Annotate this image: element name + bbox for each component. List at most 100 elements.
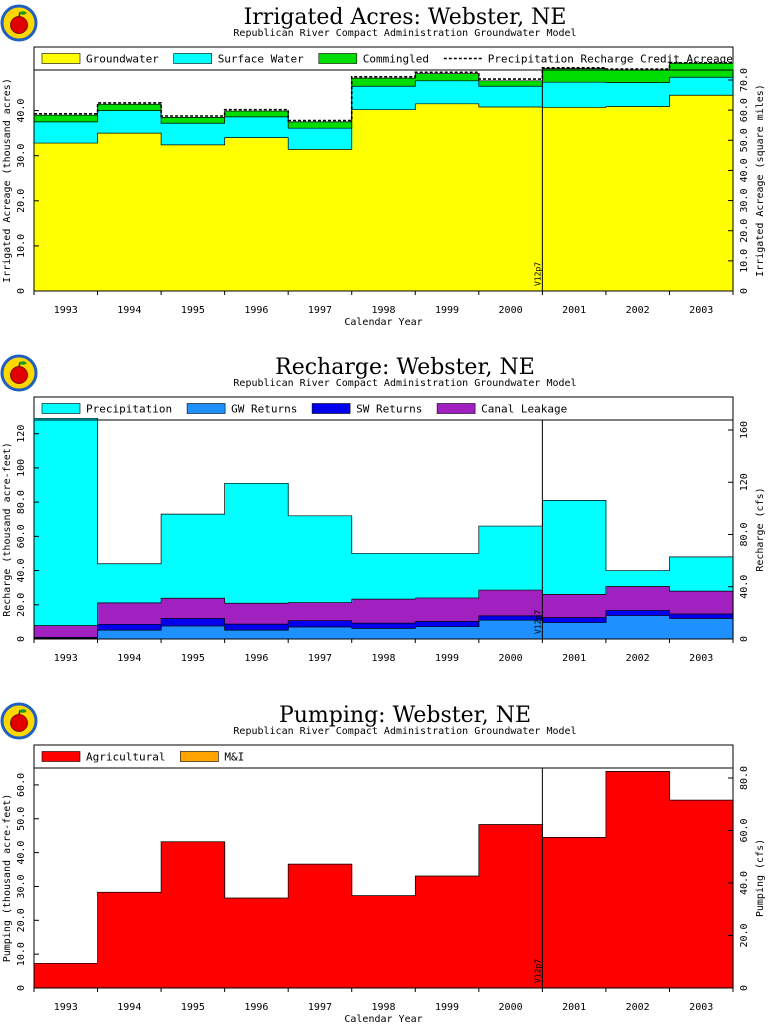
x-tick-label: 1995 bbox=[181, 1002, 205, 1013]
y2-tick-label: 30.0 bbox=[739, 189, 750, 213]
bar-segment bbox=[605, 570, 671, 587]
logo-apple bbox=[10, 366, 28, 384]
chart-title: Pumping: Webster, NE bbox=[279, 703, 531, 728]
x-tick-label: 2000 bbox=[499, 305, 523, 316]
bar-segment bbox=[669, 618, 734, 639]
bar-segment bbox=[542, 68, 607, 83]
bar-segment bbox=[224, 897, 289, 988]
y-tick-label: 0 bbox=[16, 636, 27, 642]
x-tick-label: 2001 bbox=[562, 305, 586, 316]
bar-segment bbox=[97, 110, 162, 134]
y2-tick-label: 0 bbox=[739, 636, 750, 642]
legend-label: SW Returns bbox=[356, 403, 422, 416]
series-outline bbox=[34, 610, 733, 638]
y-tick-label: 100 bbox=[16, 459, 27, 477]
bar-segment bbox=[542, 500, 607, 595]
bar-segment bbox=[415, 80, 480, 104]
bar-segment bbox=[288, 620, 353, 628]
x-tick-label: 1996 bbox=[244, 1002, 268, 1013]
x-tick-label: 1998 bbox=[371, 1002, 395, 1013]
y-axis-label: Irrigated Acreage (thousand acres) bbox=[2, 78, 13, 283]
x-tick-label: 2003 bbox=[689, 653, 713, 664]
logo-apple bbox=[10, 16, 28, 34]
apple-logo-icon bbox=[0, 702, 38, 740]
x-tick-label: 1999 bbox=[435, 653, 459, 664]
bar-segment bbox=[478, 86, 543, 107]
y-tick-label: 30.0 bbox=[16, 874, 27, 898]
legend-swatch bbox=[436, 403, 476, 414]
bar-segment bbox=[351, 599, 416, 624]
bar-segment bbox=[34, 963, 99, 988]
bar-segment bbox=[34, 143, 99, 291]
legend-label: Groundwater bbox=[86, 53, 159, 66]
logo-leaf bbox=[19, 11, 27, 15]
x-tick-label: 1994 bbox=[117, 305, 141, 316]
series-outline bbox=[34, 417, 733, 571]
bar-segment bbox=[478, 106, 543, 291]
bar-segment bbox=[97, 563, 162, 603]
bar-segment bbox=[288, 128, 353, 150]
y2-tick-label: 60.0 bbox=[739, 98, 750, 122]
precip-credit-line bbox=[34, 61, 733, 122]
y2-tick-label: 120 bbox=[739, 473, 750, 491]
bar-segment bbox=[351, 109, 416, 291]
y-tick-label: 30.0 bbox=[16, 144, 27, 168]
version-marker-label: V12p7 bbox=[533, 262, 542, 286]
y-tick-label: 40.0 bbox=[16, 99, 27, 123]
x-tick-label: 1997 bbox=[308, 653, 332, 664]
bar-segment bbox=[415, 875, 480, 988]
legend-label: Surface Water bbox=[218, 53, 304, 66]
bar-segment bbox=[605, 70, 671, 83]
bar-segment bbox=[224, 630, 289, 639]
y2-tick-label: 40.0 bbox=[739, 575, 750, 599]
y-tick-label: 10.0 bbox=[16, 942, 27, 966]
bar-segment bbox=[415, 621, 480, 627]
y2-tick-label: 0 bbox=[739, 985, 750, 991]
chart-title: Irrigated Acres: Webster, NE bbox=[244, 5, 567, 30]
y2-tick-label: 70.0 bbox=[739, 68, 750, 92]
x-tick-label: 1994 bbox=[117, 653, 141, 664]
y-tick-label: 40.0 bbox=[16, 559, 27, 583]
bar-segment bbox=[478, 80, 543, 87]
y-tick-label: 20.0 bbox=[16, 189, 27, 213]
bar-segment bbox=[288, 149, 353, 291]
bar-segment bbox=[97, 892, 162, 988]
bar-segment bbox=[478, 824, 543, 988]
bar-segment bbox=[605, 586, 671, 611]
bar-segment bbox=[224, 137, 289, 291]
y2-tick-label: 0 bbox=[739, 288, 750, 294]
bar-segment bbox=[542, 837, 607, 988]
bar-segment bbox=[415, 597, 480, 622]
bar-segment bbox=[351, 895, 416, 988]
bar-segment bbox=[161, 841, 226, 988]
bar-segment bbox=[542, 594, 607, 618]
bar-segment bbox=[34, 625, 99, 638]
x-tick-label: 1996 bbox=[244, 653, 268, 664]
bar-segment bbox=[288, 121, 353, 129]
x-tick-label: 2002 bbox=[626, 305, 650, 316]
legend-swatch bbox=[41, 53, 81, 64]
bar-segment bbox=[288, 627, 353, 639]
chart-subtitle: Republican River Compact Administration … bbox=[233, 28, 576, 39]
bar-segment bbox=[351, 78, 416, 87]
bar-segment bbox=[669, 614, 734, 619]
logo-leaf bbox=[19, 709, 27, 713]
series-outline bbox=[34, 615, 733, 639]
chart-subtitle: Republican River Compact Administration … bbox=[233, 378, 576, 389]
y-tick-label: 120 bbox=[16, 425, 27, 443]
bar-segment bbox=[605, 106, 671, 291]
y2-axis-label: Recharge (cfs) bbox=[755, 487, 766, 571]
x-axis-label: Calendar Year bbox=[344, 317, 422, 328]
series-outline bbox=[34, 94, 733, 150]
bar-segment bbox=[351, 623, 416, 629]
bar-segment bbox=[605, 771, 671, 988]
x-tick-label: 1997 bbox=[308, 305, 332, 316]
bar-segment bbox=[224, 116, 289, 138]
legend-swatch bbox=[180, 751, 219, 762]
y2-tick-label: 40.0 bbox=[739, 871, 750, 895]
x-tick-label: 2001 bbox=[562, 653, 586, 664]
